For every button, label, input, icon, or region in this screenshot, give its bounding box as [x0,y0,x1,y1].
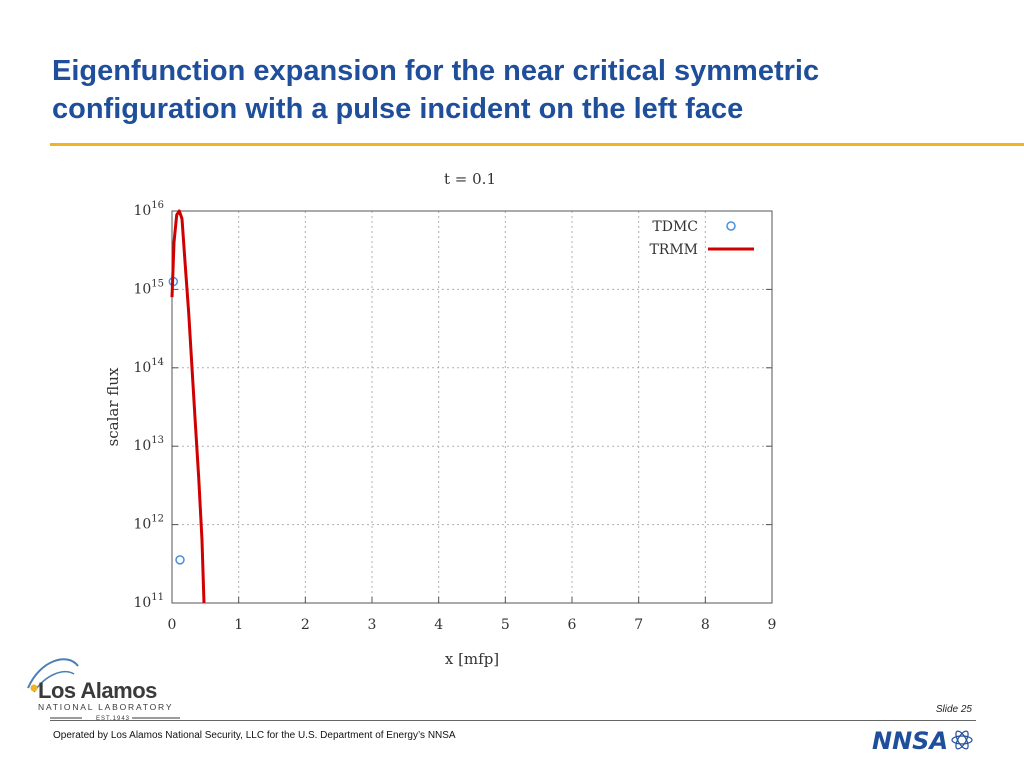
lab-established: EST.1943 [96,716,131,722]
y-tick-label: 1012 [133,514,164,533]
lab-name: Los Alamos [38,678,157,703]
chart-title: t = 0.1 [444,170,496,188]
slide-title-line1: Eigenfunction expansion for the near cri… [52,55,820,87]
legend-label: TDMC [652,219,698,235]
footer-rule [50,720,976,721]
chart-series [168,209,206,604]
y-tick-label: 1011 [133,592,164,611]
legend-swatch-marker [726,221,736,231]
slide-title-line2: configuration with a pulse incident on t… [52,93,744,125]
y-tick-label: 1016 [133,200,164,219]
title-rule [50,143,1024,146]
y-tick-label: 1014 [133,357,164,376]
chart-legend: TDMC TRMM [649,219,754,258]
slide-number: Slide 25 [935,704,972,715]
x-tick-label: 2 [301,617,310,633]
y-tick-label: 1013 [133,435,164,454]
legend-label: TRMM [649,242,698,258]
y-axis-label: scalar flux [104,367,122,446]
nnsa-logo: NNSA [872,727,973,754]
los-alamos-logo [27,658,180,719]
x-axis-label: x [mfp] [445,650,499,668]
nnsa-logo-text: NNSA [872,727,948,754]
footer-operated-by: Operated by Los Alamos National Security… [53,730,456,741]
slide-title: Eigenfunction expansion for the near cri… [52,52,1012,128]
x-tick-label: 5 [501,617,510,633]
x-axis: 0 1 2 3 4 5 6 7 8 9 [168,597,777,633]
lab-subtitle: NATIONAL LABORATORY [38,702,174,712]
x-tick-label: 8 [701,617,710,633]
y-axis: 1011 1012 1013 1014 1015 1016 [133,200,772,611]
x-tick-label: 0 [168,617,177,633]
x-tick-label: 3 [368,617,377,633]
x-tick-label: 6 [568,617,577,633]
x-tick-label: 1 [234,617,243,633]
plot-frame [171,210,773,604]
x-tick-label: 7 [634,617,643,633]
y-tick-label: 1015 [133,278,164,297]
chart-grid [172,211,772,603]
data-point-tdmc [175,555,185,565]
series-line-trmm [170,209,206,604]
x-tick-label: 4 [434,617,443,633]
x-tick-label: 9 [768,617,777,633]
